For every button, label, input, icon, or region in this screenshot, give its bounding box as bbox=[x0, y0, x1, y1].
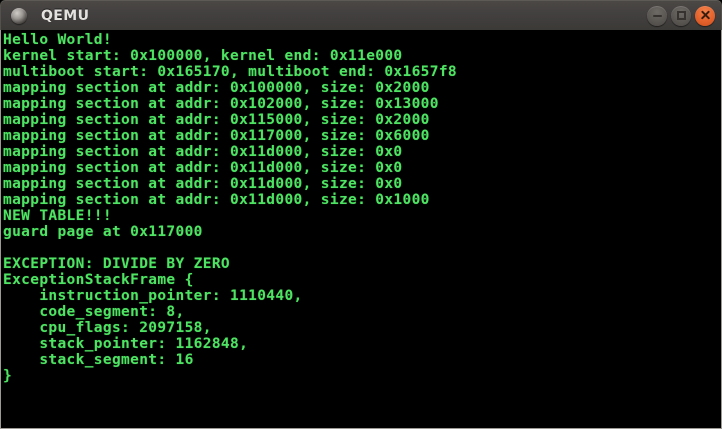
console-line bbox=[3, 240, 721, 256]
window-title: QEMU bbox=[41, 7, 90, 24]
console-line: mapping section at addr: 0x115000, size:… bbox=[3, 112, 430, 128]
close-button[interactable] bbox=[695, 5, 715, 26]
minimize-button[interactable] bbox=[647, 5, 667, 26]
console-line: EXCEPTION: DIVIDE BY ZERO bbox=[3, 256, 230, 272]
console-line: Hello World! bbox=[3, 32, 112, 48]
console-line: mapping section at addr: 0x11d000, size:… bbox=[3, 176, 403, 192]
console-line: instruction_pointer: 1110440, bbox=[3, 288, 303, 304]
console-line: cpu_flags: 2097158, bbox=[3, 320, 212, 336]
window-controls bbox=[647, 5, 715, 26]
console-output: Hello World! kernel start: 0x100000, kern… bbox=[1, 30, 721, 384]
console-line: mapping section at addr: 0x11d000, size:… bbox=[3, 144, 403, 160]
console-line: NEW TABLE!!! bbox=[3, 208, 112, 224]
console-line: multiboot start: 0x165170, multiboot end… bbox=[3, 64, 457, 80]
maximize-icon bbox=[676, 11, 686, 20]
console-line: guard page at 0x117000 bbox=[3, 224, 203, 240]
close-icon bbox=[700, 10, 711, 21]
console-line: ExceptionStackFrame { bbox=[3, 272, 194, 288]
maximize-button[interactable] bbox=[671, 5, 691, 26]
qemu-app-icon bbox=[11, 7, 27, 24]
minimize-icon bbox=[652, 14, 662, 17]
console-line: mapping section at addr: 0x117000, size:… bbox=[3, 128, 430, 144]
console-line: mapping section at addr: 0x102000, size:… bbox=[3, 96, 439, 112]
console-line: mapping section at addr: 0x11d000, size:… bbox=[3, 160, 403, 176]
terminal-screen[interactable]: Hello World! kernel start: 0x100000, kern… bbox=[0, 30, 722, 429]
console-line: code_segment: 8, bbox=[3, 304, 185, 320]
console-line: stack_segment: 16 bbox=[3, 352, 194, 368]
console-line: mapping section at addr: 0x11d000, size:… bbox=[3, 192, 430, 208]
console-line: } bbox=[3, 368, 13, 384]
console-line: kernel start: 0x100000, kernel end: 0x11… bbox=[3, 48, 403, 64]
window-titlebar[interactable]: QEMU bbox=[0, 0, 722, 30]
console-line: mapping section at addr: 0x100000, size:… bbox=[3, 80, 430, 96]
console-line: stack_pointer: 1162848, bbox=[3, 336, 249, 352]
